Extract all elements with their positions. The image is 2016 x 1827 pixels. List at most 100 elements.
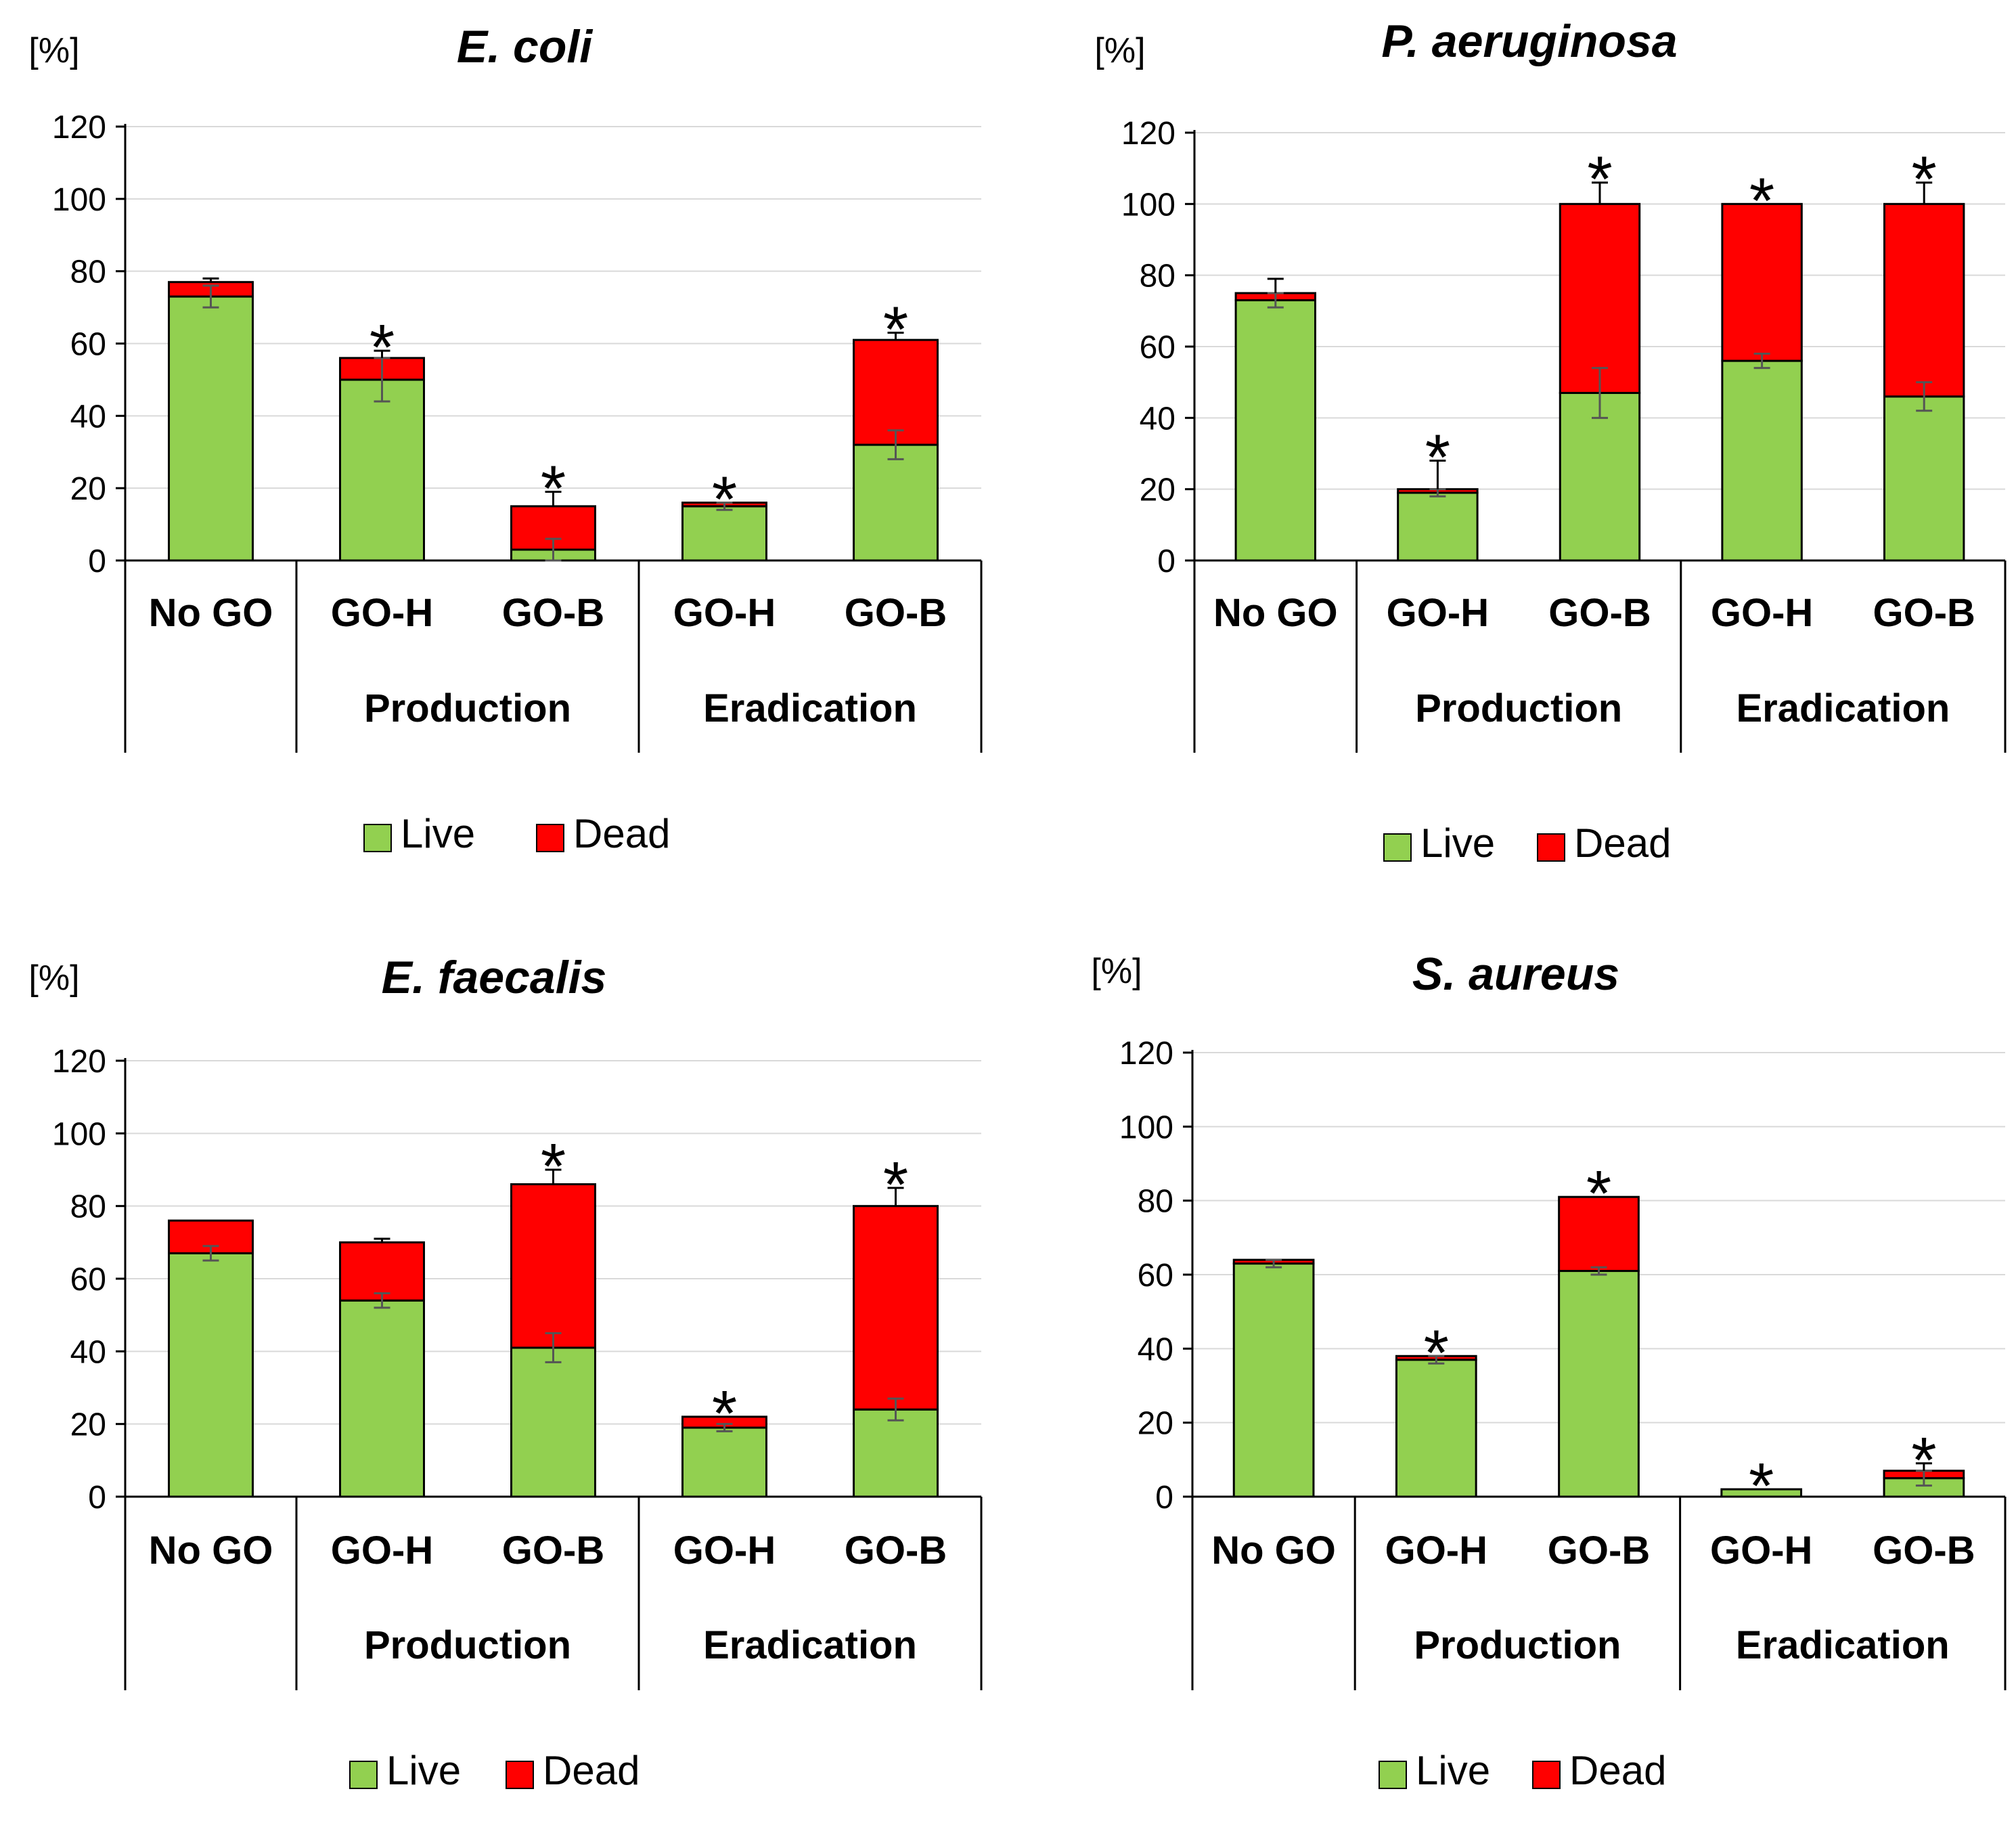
legend-swatch-dead [506, 1761, 534, 1789]
category-label: GO-B [845, 1528, 947, 1572]
legend-label-dead: Dead [1569, 1748, 1666, 1793]
group-label: Production [1415, 686, 1622, 730]
y-tick-label: 20 [70, 1407, 106, 1443]
y-tick-label: 60 [1138, 1258, 1173, 1294]
y-tick-label: 100 [52, 182, 106, 218]
legend-swatch-live [1383, 833, 1412, 862]
bar-dead [339, 1241, 425, 1302]
significance-asterisk: * [1586, 1158, 1611, 1230]
category-label: GO-B [502, 1528, 604, 1572]
y-tick-label: 40 [70, 1334, 106, 1370]
y-tick-label: 80 [70, 255, 106, 290]
category-label: GO-H [673, 1528, 776, 1572]
legend-label-live: Live [386, 1748, 461, 1793]
y-tick-label: 40 [70, 399, 106, 435]
significance-asterisk: * [712, 464, 737, 536]
bar-live [1558, 1270, 1640, 1498]
bar-live [853, 443, 939, 562]
legend-label-live: Live [1420, 820, 1495, 866]
category-label: No GO [149, 591, 273, 635]
y-tick-label: 0 [1157, 544, 1175, 579]
group-label: Production [364, 1623, 571, 1667]
y-tick-label: 100 [52, 1116, 106, 1152]
y-tick-label: 0 [88, 544, 106, 579]
category-label: No GO [149, 1528, 273, 1572]
chart-title: E. coli [457, 21, 593, 72]
significance-asterisk: * [712, 1378, 737, 1450]
category-label: GO-B [1873, 1528, 1975, 1572]
y-axis-unit: [%] [1091, 952, 1142, 991]
category-label: GO-B [845, 591, 947, 635]
chart-title: S. aureus [1412, 948, 1619, 1000]
chart-title: P. aeruginosa [1381, 16, 1677, 67]
significance-asterisk: * [1749, 1450, 1774, 1522]
bar-live [1397, 491, 1479, 562]
bar-live [1234, 299, 1317, 562]
group-label: Production [364, 686, 571, 730]
bar-live [681, 505, 767, 562]
bar-dead [853, 1205, 939, 1411]
y-tick-label: 20 [1140, 472, 1175, 508]
significance-asterisk: * [1424, 1317, 1449, 1389]
bar-live [1883, 395, 1965, 562]
legend-label-live: Live [1416, 1748, 1490, 1793]
category-label: GO-B [502, 591, 604, 635]
bar-live [853, 1408, 939, 1498]
group-label: Eradication [703, 686, 917, 730]
significance-asterisk: * [1911, 1424, 1936, 1497]
y-tick-label: 120 [52, 110, 106, 146]
y-tick-label: 80 [1138, 1184, 1173, 1220]
y-tick-label: 40 [1140, 401, 1175, 437]
y-tick-label: 100 [1119, 1109, 1173, 1145]
significance-asterisk: * [541, 453, 566, 525]
y-tick-label: 80 [70, 1189, 106, 1225]
y-axis-unit: [%] [28, 959, 79, 998]
chart-panel-4: S. aureus [%] 0 20 40 60 80 100 120 No GO GO-H GO-B… [1091, 948, 2007, 1793]
legend-label-dead: Dead [1574, 820, 1671, 866]
y-tick-label: 60 [1140, 330, 1175, 366]
category-label: GO-H [1710, 1528, 1812, 1572]
bar-live [1721, 359, 1803, 562]
legend-swatch-dead [536, 824, 564, 852]
bar-live [339, 378, 425, 562]
category-label: GO-H [331, 591, 433, 635]
category-label: GO-H [1711, 591, 1813, 635]
legend-swatch-live [363, 824, 392, 852]
category-label: No GO [1213, 591, 1338, 635]
bar-live [510, 1346, 596, 1498]
bar-dead [510, 1183, 596, 1349]
y-axis-unit: [%] [28, 31, 79, 70]
significance-asterisk: * [369, 311, 395, 384]
y-tick-label: 40 [1138, 1331, 1173, 1367]
bar-dead [1883, 202, 1965, 398]
y-tick-label: 120 [52, 1044, 106, 1080]
significance-asterisk: * [883, 293, 908, 366]
bar-live [339, 1299, 425, 1498]
significance-asterisk: * [1912, 144, 1937, 216]
chart-title: E. faecalis [382, 952, 607, 1003]
group-label: Production [1414, 1623, 1621, 1667]
y-tick-label: 0 [88, 1480, 106, 1516]
y-tick-label: 20 [1138, 1406, 1173, 1442]
category-label: GO-B [1548, 591, 1651, 635]
bar-live [681, 1426, 767, 1498]
chart-panel-3: E. faecalis [%] 0 20 40 60 80 100 120 No GO GO-H GO… [28, 952, 983, 1793]
bar-live [168, 1252, 254, 1498]
group-label: Eradication [703, 1623, 917, 1667]
y-tick-label: 100 [1121, 187, 1175, 223]
group-label: Eradication [1736, 1623, 1950, 1667]
chart-panel-2: P. aeruginosa [%] 0 20 40 60 80 100 120 No GO GO-H… [1094, 16, 2007, 866]
legend-swatch-dead [1532, 1761, 1561, 1789]
bar-live [1720, 1488, 1803, 1498]
y-tick-label: 0 [1155, 1480, 1173, 1516]
category-label: No GO [1211, 1528, 1336, 1572]
legend-swatch-live [349, 1761, 378, 1789]
category-label: GO-H [1387, 591, 1489, 635]
y-tick-label: 60 [70, 327, 106, 363]
bar-dead [853, 338, 939, 446]
legend-label-dead: Dead [543, 1748, 640, 1793]
bar-dead [1721, 202, 1803, 362]
category-label: GO-H [331, 1528, 433, 1572]
bar-dead [1559, 202, 1641, 394]
